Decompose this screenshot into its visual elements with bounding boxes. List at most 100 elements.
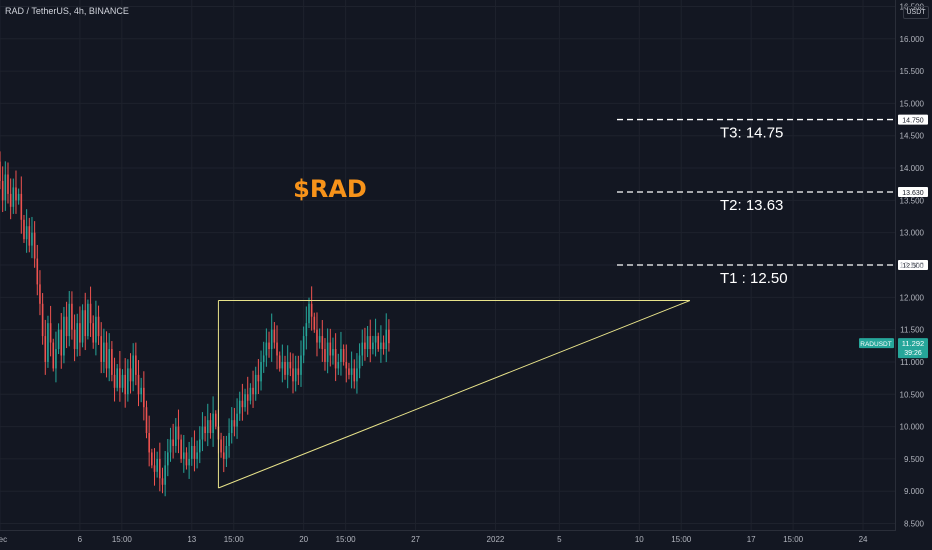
candle-body xyxy=(140,387,142,395)
y-tick-label: 15.000 xyxy=(900,99,925,108)
target-axis-tag xyxy=(898,114,928,125)
candle-body xyxy=(153,465,156,472)
candle-body xyxy=(156,458,158,472)
chart-title-annotation: $RAD xyxy=(293,175,367,203)
candle-body xyxy=(332,349,334,356)
candle-body xyxy=(129,368,132,382)
triangle-support-line xyxy=(218,300,691,489)
x-tick-label: 24 xyxy=(859,535,868,544)
candle-body xyxy=(113,374,116,388)
candle-body xyxy=(36,258,39,285)
candle-body xyxy=(222,452,225,459)
candle-body xyxy=(148,433,150,453)
candle-body xyxy=(265,342,268,356)
candle-body xyxy=(31,232,33,246)
candle-body xyxy=(252,387,254,395)
candle-body xyxy=(0,161,1,181)
candle-body xyxy=(89,303,92,324)
candle-body xyxy=(65,316,68,337)
candle-body xyxy=(212,413,214,434)
candle-body xyxy=(180,439,182,459)
candle-body xyxy=(228,433,230,446)
candle-body xyxy=(345,361,348,369)
candle-body xyxy=(135,355,137,375)
candle-body xyxy=(119,368,121,388)
candle-body xyxy=(87,303,89,337)
candle-body xyxy=(47,323,49,362)
target-axis-label: 14.750 xyxy=(902,118,924,125)
candle-body xyxy=(214,413,217,427)
candle-body xyxy=(318,336,321,343)
candle-body xyxy=(193,445,196,459)
candle-body xyxy=(268,342,270,350)
candle-body xyxy=(377,336,380,350)
candle-body xyxy=(71,303,73,330)
candle-body xyxy=(73,329,76,350)
current-price-tag xyxy=(898,338,928,359)
candle-body xyxy=(182,452,185,459)
candle-body xyxy=(12,187,15,207)
candle-body xyxy=(25,226,28,240)
x-tick-label: 15:00 xyxy=(112,535,133,544)
candle-body xyxy=(329,342,332,356)
currency-button[interactable]: USDT xyxy=(903,6,929,19)
candle-body xyxy=(161,478,164,485)
y-tick-label: 13.500 xyxy=(900,196,925,205)
time-axis[interactable]: Dec 6 15:00 13 15:00 20 15:00 27 2022 5 10 15:00 17 1… xyxy=(0,530,896,545)
candle-body xyxy=(286,361,289,375)
candle-body xyxy=(233,420,236,427)
candle-body xyxy=(206,420,209,434)
y-tick-label: 15.500 xyxy=(900,67,925,76)
candle-body xyxy=(300,355,302,375)
candle-body xyxy=(281,361,284,369)
candle-body xyxy=(132,355,134,382)
x-tick-label: 13 xyxy=(187,535,196,544)
x-tick-label: 15:00 xyxy=(671,535,692,544)
candle-body xyxy=(340,349,342,362)
candle-body xyxy=(380,342,382,350)
y-tick-label: 9.500 xyxy=(904,455,925,464)
y-tick-label: 8.500 xyxy=(904,520,925,529)
x-tick-label: 27 xyxy=(411,535,420,544)
chart-labels: RADUSDT 11.292 39:26 $RAD xyxy=(293,175,928,359)
candle-body xyxy=(108,349,111,369)
candle-body xyxy=(364,342,366,350)
candle-body xyxy=(326,342,329,362)
candle-body xyxy=(175,426,177,446)
candle-body xyxy=(15,187,17,201)
candle-body xyxy=(257,374,260,382)
candle-body xyxy=(308,303,310,324)
y-tick-label: 12.000 xyxy=(900,293,925,302)
target-label-t1: T1 : 12.50 xyxy=(720,270,788,287)
y-tick-label: 11.500 xyxy=(900,326,924,335)
candle-body xyxy=(284,361,286,375)
candle-body xyxy=(60,329,63,356)
candle-body xyxy=(1,180,4,201)
candle-body xyxy=(185,452,188,466)
candle-body xyxy=(7,174,9,194)
candle-body xyxy=(361,342,364,356)
candle-body xyxy=(20,193,23,220)
candle-body xyxy=(273,329,276,343)
price-axis[interactable]: 8.500 9.000 9.500 10.000 10.500 11.000 11.500 1… xyxy=(895,0,925,530)
candle-body xyxy=(33,232,36,259)
y-tick-label: 14.000 xyxy=(900,164,925,173)
symbol-label: RAD / TetherUS, 4h, BINANCE xyxy=(5,6,129,16)
candle-body xyxy=(209,420,212,434)
candle-body xyxy=(4,174,7,201)
candle-body xyxy=(244,394,246,408)
candle-body xyxy=(297,368,300,375)
candle-body xyxy=(353,368,356,382)
candle-body xyxy=(169,439,172,453)
candle-body xyxy=(334,349,337,369)
candle-body xyxy=(225,445,228,459)
y-tick-label: 10.000 xyxy=(900,423,925,432)
candle-body xyxy=(103,342,105,362)
candle-body xyxy=(270,329,273,350)
candle-body xyxy=(201,426,204,440)
candle-body xyxy=(388,329,390,344)
target-lines: T1 : 12.50 12.500 T2: 13.63 13.630 T3: 14.75… xyxy=(617,114,928,287)
candle-body xyxy=(358,355,361,369)
candle-body xyxy=(121,374,124,388)
